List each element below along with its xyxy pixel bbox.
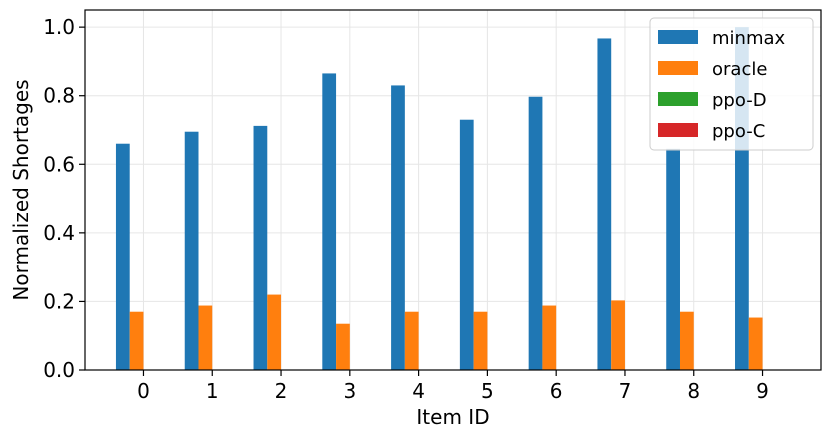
bar-oracle-6 xyxy=(542,305,557,370)
bar-oracle-5 xyxy=(473,311,488,370)
y-tick-label: 0.4 xyxy=(43,221,75,245)
x-tick-label: 5 xyxy=(481,379,494,403)
x-tick-label: 1 xyxy=(206,379,219,403)
x-tick-label: 9 xyxy=(756,379,769,403)
bar-oracle-7 xyxy=(611,300,625,370)
bar-minmax-6 xyxy=(528,96,543,370)
y-tick-label: 0.8 xyxy=(43,84,75,108)
bar-minmax-2 xyxy=(253,125,268,370)
x-tick-label: 8 xyxy=(687,379,700,403)
x-axis-label: Item ID xyxy=(416,405,489,429)
bar-minmax-8 xyxy=(666,148,680,370)
legend-label-ppo-D: ppo-D xyxy=(712,90,767,111)
bar-oracle-2 xyxy=(267,294,282,370)
bars xyxy=(115,27,763,371)
legend-swatch-ppo-D xyxy=(658,92,698,106)
bar-minmax-4 xyxy=(391,85,405,370)
legend-label-minmax: minmax xyxy=(712,28,786,49)
bar-minmax-7 xyxy=(597,38,612,370)
bar-oracle-9 xyxy=(748,317,763,370)
y-axis-label: Normalized Shortages xyxy=(9,79,33,300)
axis-ticks: 0.0 0.2 0.4 0.6 0.8 1.0 0 1 2 3 4 5 6 7 8 9 xyxy=(43,15,769,403)
x-tick-label: 6 xyxy=(550,379,563,403)
x-tick-label: 3 xyxy=(343,379,356,403)
bar-oracle-3 xyxy=(336,323,350,370)
bar-minmax-0 xyxy=(115,143,130,370)
x-tick-label: 4 xyxy=(412,379,425,403)
legend-label-ppo-C: ppo-C xyxy=(712,121,765,142)
bar-minmax-3 xyxy=(322,73,337,370)
bar-minmax-1 xyxy=(184,131,199,370)
bar-oracle-4 xyxy=(404,311,419,370)
legend: minmax oracle ppo-D ppo-C xyxy=(649,17,814,151)
y-tick-label: 0.0 xyxy=(43,358,75,382)
y-tick-label: 0.2 xyxy=(43,289,75,313)
legend-swatch-ppo-C xyxy=(658,123,698,137)
legend-label-oracle: oracle xyxy=(712,59,767,80)
bar-oracle-8 xyxy=(679,311,694,370)
bar-oracle-0 xyxy=(129,311,144,370)
legend-swatch-minmax xyxy=(658,30,698,44)
plot-frame xyxy=(84,9,822,371)
x-tick-label: 0 xyxy=(137,379,150,403)
bar-minmax-5 xyxy=(459,119,474,370)
y-tick-label: 0.6 xyxy=(43,152,75,176)
x-tick-label: 2 xyxy=(275,379,288,403)
legend-swatch-oracle xyxy=(658,61,698,75)
y-tick-label: 1.0 xyxy=(43,15,75,39)
bar-oracle-1 xyxy=(198,305,213,370)
legend-box xyxy=(649,17,814,151)
x-tick-label: 7 xyxy=(619,379,632,403)
